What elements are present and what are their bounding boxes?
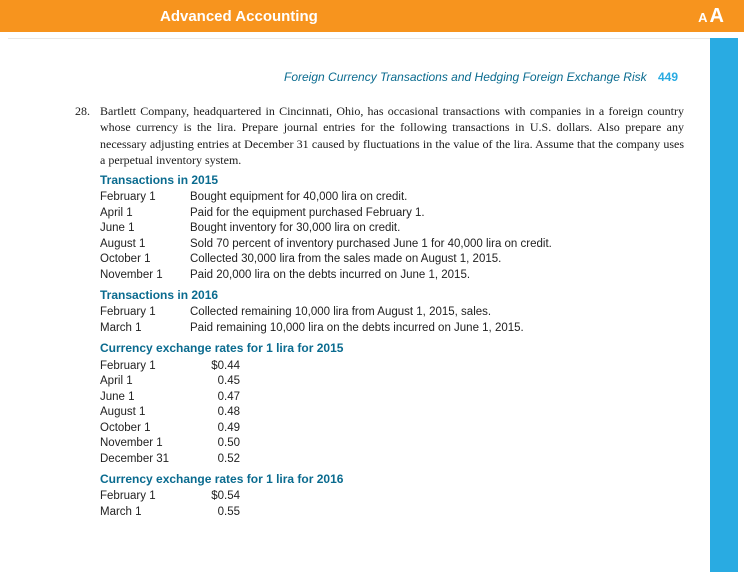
transactions-2015-table: February 1Bought equipment for 40,000 li…: [100, 190, 684, 283]
tx-description: Bought inventory for 30,000 lira on cred…: [190, 221, 684, 237]
tx-date: August 1: [100, 237, 190, 253]
table-row: April 1Paid for the equipment purchased …: [100, 206, 684, 222]
table-row: April 10.45: [100, 374, 684, 390]
table-row: March 1Paid remaining 10,000 lira on the…: [100, 321, 684, 337]
tx-date: March 1: [100, 321, 190, 337]
rate-value: 0.49: [190, 421, 240, 437]
table-row: November 10.50: [100, 436, 684, 452]
section-head-tx2015: Transactions in 2015: [100, 172, 684, 188]
table-row: December 310.52: [100, 452, 684, 468]
tx-description: Paid 20,000 lira on the debts incurred o…: [190, 268, 684, 284]
tx-description: Paid remaining 10,000 lira on the debts …: [190, 321, 684, 337]
table-row: June 1Bought inventory for 30,000 lira o…: [100, 221, 684, 237]
font-size-large-icon[interactable]: A: [710, 5, 724, 28]
rate-date: December 31: [100, 452, 190, 468]
table-row: February 1Bought equipment for 40,000 li…: [100, 190, 684, 206]
rate-value: 0.48: [190, 405, 240, 421]
rate-value: 0.47: [190, 390, 240, 406]
rate-date: March 1: [100, 505, 190, 521]
content-wrap: Foreign Currency Transactions and Hedgin…: [0, 32, 744, 572]
rates-2016-table: February 1$0.54March 10.55: [100, 489, 684, 520]
page-content: Foreign Currency Transactions and Hedgin…: [8, 38, 710, 572]
problem-intro: Bartlett Company, headquartered in Cinci…: [100, 103, 684, 168]
rate-date: November 1: [100, 436, 190, 452]
rate-date: February 1: [100, 359, 190, 375]
tx-date: November 1: [100, 268, 190, 284]
section-head-rates2015: Currency exchange rates for 1 lira for 2…: [100, 340, 684, 356]
tx-date: February 1: [100, 190, 190, 206]
rate-value: 0.50: [190, 436, 240, 452]
rate-value: 0.45: [190, 374, 240, 390]
section-head-tx2016: Transactions in 2016: [100, 287, 684, 303]
font-size-small-icon[interactable]: A: [698, 10, 707, 25]
tx-description: Collected 30,000 lira from the sales mad…: [190, 252, 684, 268]
page-edge-band: [710, 38, 738, 572]
rate-date: August 1: [100, 405, 190, 421]
rate-date: April 1: [100, 374, 190, 390]
table-row: February 1$0.54: [100, 489, 684, 505]
problem-number: 28.: [68, 103, 90, 520]
book-title: Advanced Accounting: [160, 8, 318, 25]
transactions-2016-table: February 1Collected remaining 10,000 lir…: [100, 305, 684, 336]
table-row: February 1Collected remaining 10,000 lir…: [100, 305, 684, 321]
rate-date: June 1: [100, 390, 190, 406]
rate-date: October 1: [100, 421, 190, 437]
rate-value: $0.44: [190, 359, 240, 375]
rates-2015-table: February 1$0.44April 10.45June 10.47Augu…: [100, 359, 684, 468]
rate-value: 0.55: [190, 505, 240, 521]
chapter-title: Foreign Currency Transactions and Hedgin…: [284, 70, 647, 84]
table-row: June 10.47: [100, 390, 684, 406]
tx-description: Paid for the equipment purchased Februar…: [190, 206, 684, 222]
tx-date: February 1: [100, 305, 190, 321]
problem-body: Bartlett Company, headquartered in Cinci…: [100, 103, 684, 520]
tx-date: October 1: [100, 252, 190, 268]
table-row: November 1Paid 20,000 lira on the debts …: [100, 268, 684, 284]
tx-description: Collected remaining 10,000 lira from Aug…: [190, 305, 684, 321]
tx-date: April 1: [100, 206, 190, 222]
table-row: October 1Collected 30,000 lira from the …: [100, 252, 684, 268]
topbar: Advanced Accounting A A: [0, 0, 744, 32]
tx-date: June 1: [100, 221, 190, 237]
rate-date: February 1: [100, 489, 190, 505]
rate-value: 0.52: [190, 452, 240, 468]
running-head: Foreign Currency Transactions and Hedgin…: [68, 69, 684, 85]
tx-description: Bought equipment for 40,000 lira on cred…: [190, 190, 684, 206]
section-head-rates2016: Currency exchange rates for 1 lira for 2…: [100, 471, 684, 487]
table-row: February 1$0.44: [100, 359, 684, 375]
font-size-control[interactable]: A A: [698, 5, 724, 28]
table-row: March 10.55: [100, 505, 684, 521]
problem-28: 28. Bartlett Company, headquartered in C…: [68, 103, 684, 520]
rate-value: $0.54: [190, 489, 240, 505]
table-row: August 10.48: [100, 405, 684, 421]
table-row: October 10.49: [100, 421, 684, 437]
tx-description: Sold 70 percent of inventory purchased J…: [190, 237, 684, 253]
table-row: August 1Sold 70 percent of inventory pur…: [100, 237, 684, 253]
page-number: 449: [658, 70, 678, 84]
